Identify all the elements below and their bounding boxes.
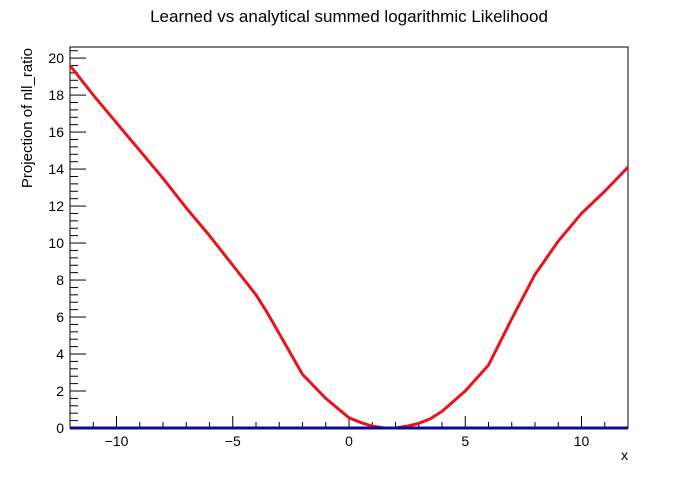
y-tick-label: 2	[56, 383, 64, 399]
y-tick-label: 6	[56, 309, 64, 325]
x-tick-label: 10	[574, 433, 590, 449]
y-tick-label: 4	[56, 346, 64, 362]
y-tick-label: 8	[56, 272, 64, 288]
plot-frame	[69, 46, 629, 429]
y-tick-label: 14	[48, 161, 64, 177]
y-tick-label: 0	[56, 420, 64, 436]
y-tick-label: 12	[48, 198, 64, 214]
x-tick-label: −10	[105, 433, 129, 449]
chart-title: Learned vs analytical summed logarithmic…	[150, 7, 548, 26]
y-axis-label: Projection of nll_ratio	[19, 48, 36, 188]
y-tick-label: 20	[48, 50, 64, 66]
y-tick-label: 18	[48, 87, 64, 103]
plot-area: −10 −5 0 5 10 0 2 4 6 8 10 12 14 16 18 20	[48, 46, 630, 449]
y-tick-label: 10	[48, 235, 64, 251]
x-tick-label: 5	[461, 433, 469, 449]
x-tick-label: 0	[345, 433, 353, 449]
series-line-learned	[68, 64, 630, 430]
x-axis-label: x	[621, 447, 628, 463]
x-tick-label: −5	[225, 433, 241, 449]
y-tick-label: 16	[48, 124, 64, 140]
